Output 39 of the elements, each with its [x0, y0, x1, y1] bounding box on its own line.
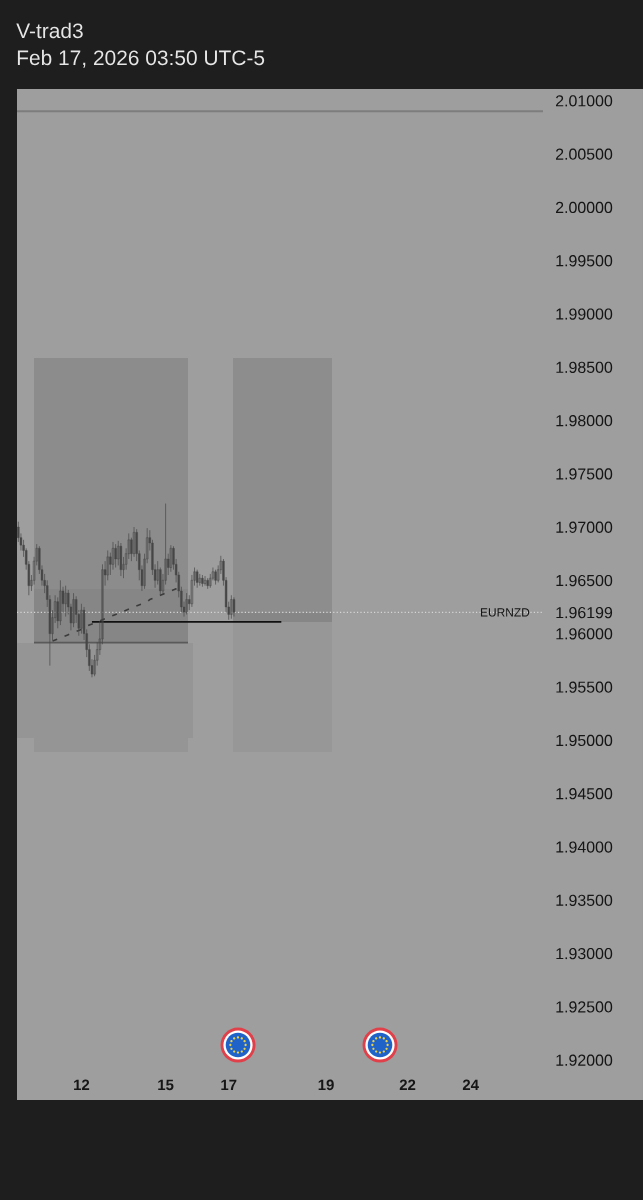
y-tick-label: 1.98500 — [556, 361, 613, 373]
y-tick-label: 1.97000 — [556, 521, 613, 533]
candlestick — [59, 579, 62, 626]
y-tick-label: 1.94500 — [556, 788, 613, 800]
candlestick — [230, 594, 233, 620]
candlestick — [72, 592, 75, 628]
x-tick-label: 24 — [462, 1079, 479, 1090]
candlestick — [132, 526, 136, 558]
y-tick-label: 1.92500 — [556, 1001, 613, 1013]
x-tick-label: 17 — [221, 1079, 237, 1090]
candlestick — [169, 544, 173, 573]
y-tick-label: 1.97500 — [556, 468, 613, 480]
y-tick-label: 2.00000 — [556, 201, 613, 214]
y-tick-label: 1.92000 — [556, 1054, 613, 1066]
y-tick-label: 1.93500 — [556, 894, 613, 906]
x-tick-label: 19 — [318, 1079, 334, 1091]
y-tick-label: 1.95000 — [556, 734, 613, 747]
candlestick — [185, 592, 188, 615]
y-tick-label: 1.93000 — [556, 947, 613, 960]
candlestick — [111, 541, 115, 571]
y-tick-label: 2.01000 — [556, 95, 613, 107]
y-tick-label: 2.00500 — [556, 148, 613, 160]
x-tick-label: 15 — [158, 1079, 174, 1091]
y-tick-label: 1.98000 — [556, 415, 613, 427]
x-tick-label: 22 — [399, 1079, 416, 1090]
x-tick-label: 12 — [74, 1079, 90, 1090]
y-tick-label: 1.99500 — [556, 255, 613, 267]
ref-line-label: EURNZD — [480, 608, 530, 617]
chart-subtitle: Feb 17, 2026 03:50 UTC-5 — [17, 49, 265, 68]
y-tick-label: 1.96199 — [556, 606, 613, 619]
candlestick — [196, 569, 199, 589]
candlestick — [119, 542, 123, 577]
y-tick-label: 1.95500 — [556, 681, 613, 693]
candlestick — [232, 597, 236, 617]
y-tick-label: 1.96500 — [556, 574, 613, 587]
y-tick-label: 1.96000 — [556, 628, 613, 640]
y-tick-label: 1.99000 — [556, 308, 613, 320]
chart-title: V-trad3 — [16, 22, 83, 39]
y-tick-label: 1.94000 — [556, 841, 613, 853]
